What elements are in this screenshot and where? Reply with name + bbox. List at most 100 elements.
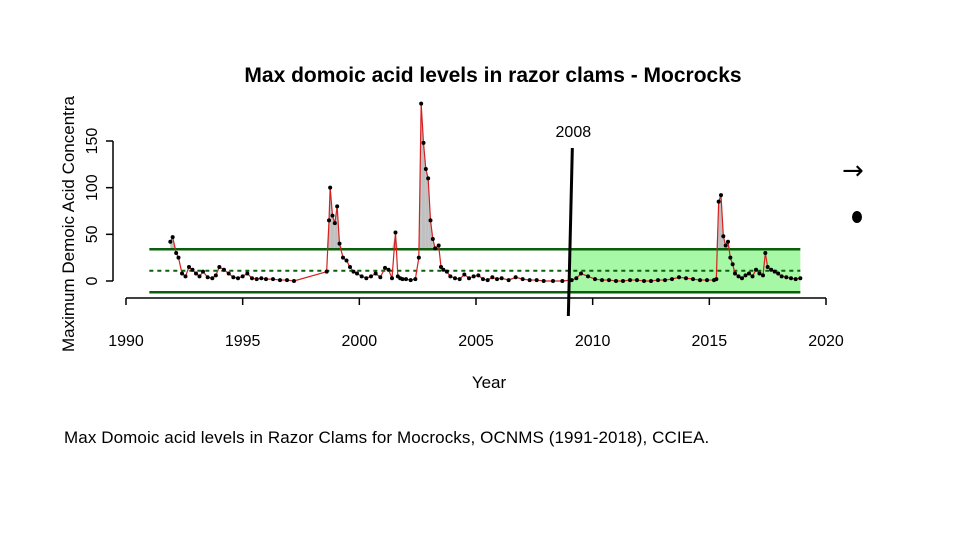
data-point [716,199,721,204]
data-point [378,275,383,280]
data-point [628,278,632,283]
data-point [292,279,296,283]
data-point [670,277,674,282]
data-point [772,269,777,274]
arrow-right-icon: → [842,156,864,186]
data-point [355,271,359,276]
data-point [691,277,695,282]
chart: Max domoic acid levels in razor clams - … [59,64,844,392]
data-point [621,279,625,283]
data-point [728,255,733,260]
data-point [426,176,431,181]
data-point [677,275,681,280]
data-point [754,267,758,272]
data-point [574,276,579,281]
data-point [642,279,646,283]
data-point [324,269,329,274]
data-point [222,267,226,272]
data-point [560,279,565,283]
data-point [187,265,191,269]
data-point [190,267,195,272]
data-point [481,277,485,282]
x-tick-label: 2010 [575,333,611,350]
data-point [721,234,726,239]
data-point [740,276,744,281]
data-point [421,140,426,145]
x-tick-label: 2020 [808,333,844,350]
data-point [433,246,438,251]
data-point [393,230,398,235]
data-point [733,271,737,276]
data-point [383,265,387,270]
data-point [705,278,709,283]
plot-area: 2008 1990 1995 2000 2005 2010 2015 2020 0 50 100 15… [84,101,844,350]
data-point [194,271,198,276]
x-axis-label: Year [472,373,507,392]
above-band-fill [718,195,721,250]
data-point [467,276,471,281]
data-point [205,275,210,280]
data-point [726,239,730,244]
data-point [714,277,719,282]
data-point [423,167,428,171]
data-point [359,274,364,279]
data-point [506,278,511,283]
data-point [344,258,349,263]
data-point [231,275,236,280]
data-point [413,277,418,282]
figure-caption: Max Domoic acid levels in Razor Clams fo… [64,428,710,447]
data-point [430,237,435,241]
data-point [586,274,590,279]
data-point [649,279,653,283]
data-point [245,271,250,276]
data-point [213,273,218,278]
data-point [513,275,518,280]
y-tick-label: 150 [84,128,101,155]
data-point [656,278,660,283]
data-point [723,243,728,248]
data-point [364,276,369,281]
bullet-dot-icon [852,211,862,223]
data-point [170,235,175,240]
data-point [551,279,555,283]
data-point [541,279,546,283]
data-point [348,265,352,269]
data-point [485,278,490,283]
data-point [416,255,421,260]
data-point [448,274,453,279]
data-point [271,277,275,282]
data-point [259,276,264,281]
data-point [579,271,583,276]
above-band-fill [334,206,338,250]
data-point [404,277,408,282]
data-point [684,276,688,281]
data-point [719,193,723,198]
data-point [328,185,333,190]
data-point [765,265,770,269]
data-point [419,101,424,106]
x-tick-label: 2005 [458,333,494,350]
data-point [386,267,391,272]
data-point [217,265,222,269]
data-point [341,255,345,260]
data-point [750,274,755,279]
x-tick-label: 1995 [225,333,261,350]
y-tick-label: 100 [84,174,101,201]
data-point [663,278,667,283]
data-point [793,277,798,282]
data-point [600,278,604,283]
data-point [330,213,335,218]
data-point [250,276,254,281]
data-point [614,279,618,283]
data-point [495,277,499,282]
chart-title: Max domoic acid levels in razor clams - … [244,64,741,87]
data-point [337,241,342,246]
data-point [593,277,597,282]
data-point [390,276,394,281]
data-point [174,251,179,255]
x-tick-label: 2000 [342,333,378,350]
data-point [439,265,443,269]
data-point [210,276,215,281]
data-point [400,277,405,282]
data-point [176,255,181,260]
